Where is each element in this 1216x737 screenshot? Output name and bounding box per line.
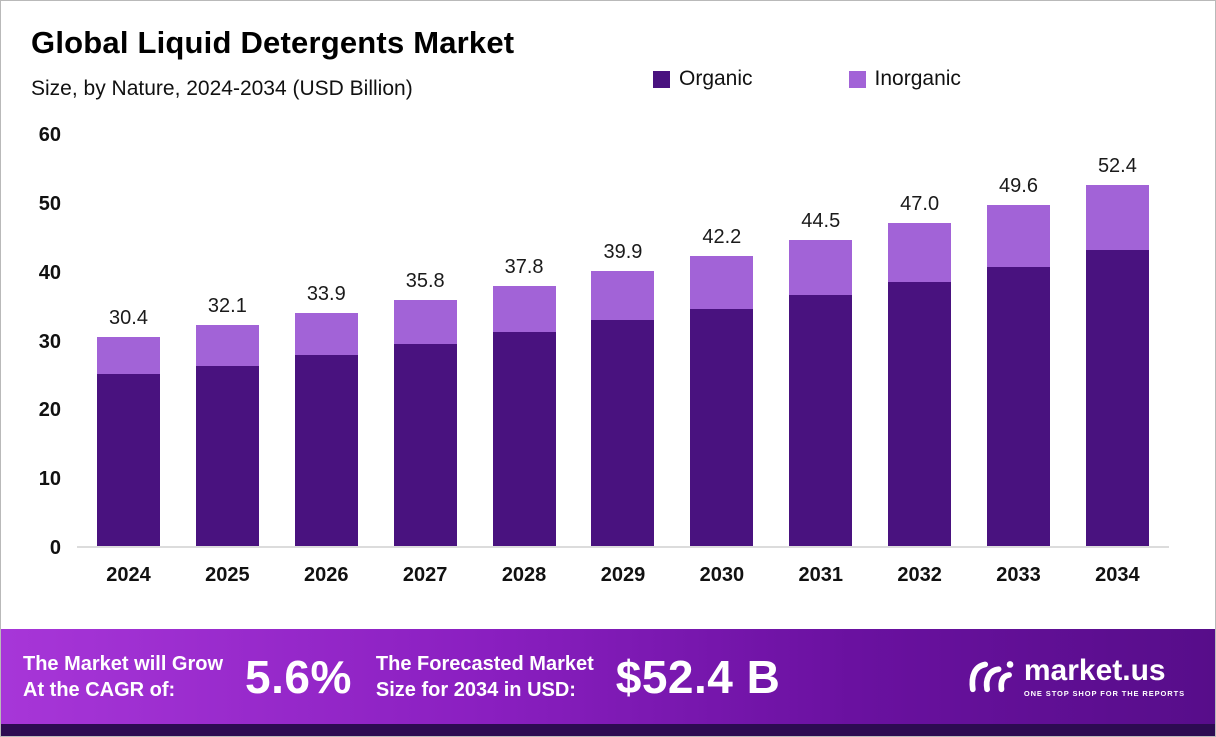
bar-column-2025: 32.1 2025 xyxy=(195,135,259,586)
x-axis-label-2032: 2032 xyxy=(897,564,942,586)
bar-segment-inorganic xyxy=(1085,185,1149,251)
x-axis-label-2025: 2025 xyxy=(205,564,250,586)
x-axis-label-2033: 2033 xyxy=(996,564,1041,586)
cagr-value: 5.6% xyxy=(245,650,352,703)
bar-segment-organic xyxy=(888,281,952,546)
bar-segment-organic xyxy=(690,308,754,546)
header: Global Liquid Detergents Market Size, by… xyxy=(1,1,1215,101)
bar-segment-inorganic xyxy=(591,271,655,321)
bar-column-2032: 47.0 2032 xyxy=(888,135,952,586)
legend-swatch-organic xyxy=(653,70,670,88)
brand-block: market.us ONE STOP SHOP FOR THE REPORTS xyxy=(966,653,1193,700)
bar-value-label: 52.4 xyxy=(1097,155,1137,178)
bar-value-label: 47.0 xyxy=(900,192,940,215)
y-axis-tick-30: 30 xyxy=(38,330,61,353)
bar-value-label: 37.8 xyxy=(504,255,544,278)
y-axis-tick-50: 50 xyxy=(38,192,61,215)
bar-value-label: 33.9 xyxy=(306,282,346,305)
bar-value-label: 42.2 xyxy=(702,225,742,248)
bar-value-label: 30.4 xyxy=(109,306,148,329)
bar-value-label: 39.9 xyxy=(603,241,643,264)
brand-name: market.us xyxy=(1023,653,1166,687)
x-axis-label-2034: 2034 xyxy=(1095,564,1140,586)
plot-area: 30.4 2024 32.1 2025 33.9 2026 35.8 2027 37.8 2028… xyxy=(77,135,1169,586)
forecast-value: $52.4 B xyxy=(615,650,781,703)
bar-column-2033: 49.6 2033 xyxy=(987,135,1051,586)
bar-segment-inorganic xyxy=(393,299,457,345)
bottom-strip xyxy=(1,724,1215,736)
page-title: Global Liquid Detergents Market xyxy=(31,25,515,60)
y-axis: 0 10 20 30 40 50 60 xyxy=(29,124,77,559)
bar-value-label: 49.6 xyxy=(999,174,1038,197)
legend-swatch-inorganic xyxy=(848,70,866,88)
brand-text: market.us ONE STOP SHOP FOR THE REPORTS xyxy=(1023,653,1185,698)
bar-segment-inorganic xyxy=(492,285,556,332)
bar-value-label: 35.8 xyxy=(405,269,445,292)
legend-label-organic: Organic xyxy=(679,67,753,90)
bar-segment-inorganic xyxy=(789,239,853,296)
bar-segment-organic xyxy=(1085,250,1149,546)
bar-segment-inorganic xyxy=(690,255,754,309)
bar-column-2030: 42.2 2030 xyxy=(690,135,754,586)
bar-column-2028: 37.8 2028 xyxy=(492,135,556,586)
x-axis-label-2031: 2031 xyxy=(798,564,843,586)
page-subtitle: Size, by Nature, 2024-2034 (USD Billion) xyxy=(31,77,413,100)
forecast-label-line2: Size for 2034 in USD: xyxy=(375,678,576,701)
bar-column-2024: 30.4 2024 xyxy=(97,135,160,586)
bar-column-2034: 52.4 2034 xyxy=(1085,135,1149,586)
bar-segment-inorganic xyxy=(195,325,259,366)
bar-segment-organic xyxy=(195,365,259,546)
x-axis-label-2029: 2029 xyxy=(600,564,646,586)
marketus-logo-icon xyxy=(966,653,1014,700)
footer-banner: The Market will Grow At the CAGR of: 5.6… xyxy=(1,629,1215,724)
forecast-label: The Forecasted Market Size for 2034 in U… xyxy=(376,651,594,703)
legend-item-organic: Organic xyxy=(653,67,753,91)
legend-label-inorganic: Inorganic xyxy=(874,67,961,90)
bar-column-2026: 33.9 2026 xyxy=(294,135,358,586)
bar-segment-inorganic xyxy=(888,222,952,282)
bar-column-2029: 39.9 2029 xyxy=(591,135,655,586)
chart-legend: Organic Inorganic xyxy=(653,67,961,91)
bar-value-label: 32.1 xyxy=(207,295,247,318)
x-axis-label-2024: 2024 xyxy=(106,564,151,586)
forecast-label-line1: The Forecasted Market xyxy=(375,652,594,675)
bar-column-2027: 35.8 2027 xyxy=(393,135,457,586)
y-axis-tick-60: 60 xyxy=(38,124,61,146)
bar-value-label: 44.5 xyxy=(801,209,841,232)
bar-segment-organic xyxy=(492,331,556,546)
bar-segment-organic xyxy=(591,320,655,546)
bar-segment-organic xyxy=(987,266,1051,546)
bar-segment-organic xyxy=(97,373,160,546)
cagr-label-line2: At the CAGR of: xyxy=(23,678,176,701)
bar-column-2031: 44.5 2031 xyxy=(789,135,853,586)
x-axis-label-2028: 2028 xyxy=(501,564,547,586)
y-axis-tick-20: 20 xyxy=(38,399,61,422)
bar-segment-organic xyxy=(294,354,358,546)
cagr-label: The Market will Grow At the CAGR of: xyxy=(23,651,223,703)
x-axis-label-2026: 2026 xyxy=(304,564,349,586)
legend-item-inorganic: Inorganic xyxy=(848,67,961,91)
bar-segment-inorganic xyxy=(97,336,160,374)
bar-segment-organic xyxy=(789,295,853,546)
y-axis-tick-0: 0 xyxy=(49,537,61,559)
x-axis-label-2030: 2030 xyxy=(699,564,745,586)
y-axis-tick-10: 10 xyxy=(38,468,61,491)
bar-segment-inorganic xyxy=(294,312,358,355)
bar-segment-organic xyxy=(393,344,457,546)
brand-tagline: ONE STOP SHOP FOR THE REPORTS xyxy=(1023,688,1185,698)
x-axis-label-2027: 2027 xyxy=(402,564,448,586)
stacked-bar-chart: 0 10 20 30 40 50 60 30.4 2024 32.1 2025 33.9 2026 35… xyxy=(1,124,1215,586)
bar-segment-inorganic xyxy=(987,204,1051,267)
cagr-label-line1: The Market will Grow xyxy=(23,652,224,675)
y-axis-tick-40: 40 xyxy=(38,261,61,284)
